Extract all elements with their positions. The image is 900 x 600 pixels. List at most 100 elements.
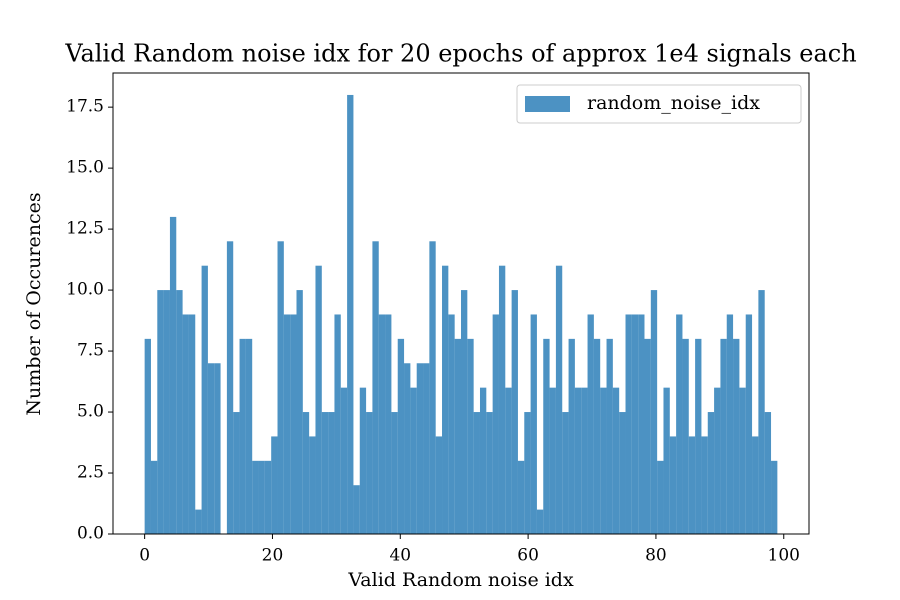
x-tick-label: 0	[139, 546, 150, 566]
bar	[290, 314, 297, 534]
bar	[214, 363, 221, 534]
bar	[574, 387, 582, 534]
bar	[410, 387, 417, 534]
bar	[555, 265, 563, 534]
bar	[404, 363, 411, 534]
bar	[707, 412, 715, 534]
bar	[271, 436, 278, 534]
bar	[669, 436, 677, 534]
bar	[340, 387, 348, 534]
y-tick-label: 10.0	[66, 280, 104, 300]
bar	[150, 460, 158, 534]
x-tick-label: 40	[389, 546, 411, 566]
bar	[752, 436, 759, 534]
bar	[467, 338, 474, 534]
bar	[359, 387, 367, 534]
bar	[353, 485, 360, 534]
bar	[625, 314, 632, 534]
bar	[562, 412, 569, 534]
bar	[397, 338, 405, 534]
bar	[505, 387, 512, 534]
bar	[226, 241, 234, 535]
x-tick-label: 20	[262, 546, 284, 566]
bar	[511, 290, 518, 534]
bar	[176, 290, 183, 534]
bar	[536, 509, 544, 534]
x-axis-label: Valid Random noise idx	[347, 569, 574, 591]
x-tick-label: 60	[517, 546, 539, 566]
bar	[245, 338, 253, 534]
bar	[587, 314, 594, 534]
bar	[391, 412, 398, 534]
bar	[657, 460, 664, 534]
bar	[631, 314, 639, 534]
bar	[461, 290, 468, 534]
bar	[277, 241, 284, 535]
bar	[163, 290, 170, 534]
bar	[568, 338, 575, 534]
bar	[638, 314, 645, 534]
bar	[258, 460, 265, 534]
bar	[328, 412, 335, 534]
bar	[366, 412, 373, 534]
bar	[606, 338, 613, 534]
bar	[720, 338, 727, 534]
bar	[416, 363, 424, 534]
y-tick-label: 5.0	[77, 402, 104, 422]
bar	[549, 387, 556, 534]
bar	[448, 314, 455, 534]
bar	[676, 314, 683, 534]
bar	[644, 338, 651, 534]
y-axis-label: Number of Occurences	[23, 192, 45, 415]
bar	[600, 387, 607, 534]
bar	[442, 265, 449, 534]
bar	[182, 314, 189, 534]
bar	[454, 338, 461, 534]
bar	[530, 314, 537, 534]
bar	[682, 338, 689, 534]
bar	[309, 436, 316, 534]
bar	[347, 94, 354, 534]
bar	[612, 387, 620, 534]
bar	[726, 314, 734, 534]
bar	[714, 387, 721, 534]
bar	[739, 387, 746, 534]
bar	[385, 314, 392, 534]
bar	[695, 338, 702, 534]
y-tick-label: 15.0	[66, 158, 104, 178]
bar	[593, 338, 601, 534]
bar	[435, 436, 443, 534]
y-tick-label: 0.0	[77, 524, 104, 544]
bar	[264, 460, 272, 534]
axes-frame	[112, 72, 810, 535]
bar	[701, 436, 708, 534]
bar	[239, 338, 246, 534]
bar	[663, 387, 670, 534]
bar	[619, 412, 626, 534]
bar	[524, 412, 531, 534]
bar	[296, 290, 303, 534]
chart-title: Valid Random noise idx for 20 epochs of …	[64, 40, 856, 68]
bar	[733, 338, 740, 534]
bar	[650, 290, 658, 534]
bar	[517, 460, 525, 534]
bar	[188, 314, 196, 534]
bar	[144, 338, 151, 534]
bar	[758, 290, 765, 534]
bar	[378, 314, 386, 534]
bar	[771, 460, 778, 534]
legend-swatch	[525, 96, 570, 112]
bar	[321, 412, 329, 534]
bar	[315, 265, 322, 534]
bar	[688, 436, 696, 534]
bar	[492, 314, 499, 534]
legend-box	[516, 84, 802, 124]
bar	[473, 412, 480, 534]
y-tick-label: 2.5	[77, 463, 104, 483]
bar	[334, 314, 341, 534]
bar	[302, 412, 310, 534]
y-tick-label: 7.5	[77, 341, 104, 361]
bar	[764, 412, 772, 534]
bar	[486, 412, 493, 534]
